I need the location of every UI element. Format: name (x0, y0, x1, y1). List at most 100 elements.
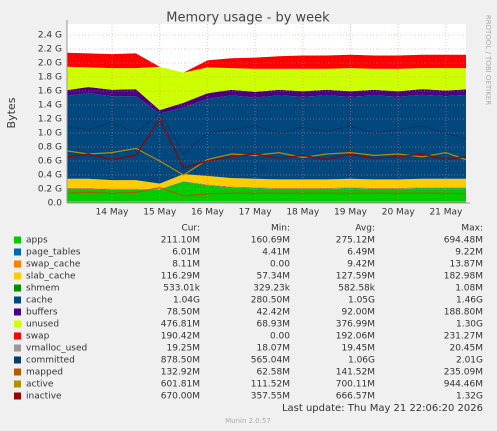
area (67, 66, 466, 111)
legend-stat: 78.50M (166, 308, 200, 318)
x-tick-label: 19 May (334, 208, 368, 218)
legend-label: vmalloc_used (26, 344, 87, 354)
legend-stat: 141.52M (336, 368, 375, 378)
legend-stat: 565.04M (251, 356, 290, 366)
legend-label: slab_cache (26, 272, 76, 282)
legend-stat: 670.00M (161, 392, 200, 402)
legend-stat: 1.05G (348, 296, 375, 306)
legend-swatch (14, 392, 21, 400)
legend-stat: 6.01M (172, 248, 200, 258)
area (67, 93, 466, 184)
x-tick-label: 20 May (382, 208, 416, 218)
legend-stat: 1.08M (455, 284, 483, 294)
legend-stat: 582.58k (338, 284, 375, 294)
legend-stat: 18.07M (256, 344, 290, 354)
legend-stat: 132.92M (161, 368, 200, 378)
y-tick-label: 1.2 G (38, 115, 62, 125)
y-tick-label: 0.4 G (38, 171, 62, 181)
legend-label: active (26, 380, 54, 390)
y-tick-label: 0.6 G (38, 157, 62, 167)
legend-swatch (14, 284, 21, 292)
legend-stat: 376.99M (336, 320, 375, 330)
legend-stat: 1.04G (173, 296, 200, 306)
overlay: 0.0 0.2 G 0.4 G 0.6 G 0.8 G 1.0 G 1.2 G 1.4 G 1.… (38, 20, 470, 218)
legend-swatch (14, 272, 21, 280)
legend-stat: 0.00 (270, 332, 290, 342)
legend-stat: 944.46M (444, 380, 483, 390)
plot-marks (67, 52, 466, 203)
x-tick-label: 15 May (143, 208, 177, 218)
last-update: Last update: Thu May 21 22:06:20 2026 (282, 403, 483, 414)
legend-stat: 19.25M (166, 344, 200, 354)
legend-label: mapped (26, 368, 63, 378)
legend-stat: 694.48M (444, 236, 483, 246)
legend-label: committed (26, 356, 75, 366)
legend-label: shmem (26, 284, 59, 294)
legend-stat: 4.41M (262, 248, 290, 258)
y-tick-label: 0.8 G (38, 143, 62, 153)
legend-label: unused (26, 320, 59, 330)
legend-label: cache (26, 296, 53, 306)
legend-label: page_tables (26, 248, 81, 258)
legend-stat: 1.30G (456, 320, 483, 330)
x-tick-label: 21 May (429, 208, 463, 218)
legend-stat: 280.50M (251, 296, 290, 306)
legend-stat: 0.00 (270, 260, 290, 270)
legend-swatch (14, 380, 21, 388)
legend-swatch (14, 368, 21, 376)
legend-label: buffers (26, 308, 58, 318)
area (67, 52, 466, 73)
legend-stat: 275.12M (336, 236, 375, 246)
legend-stat: 116.29M (161, 272, 200, 282)
legend-stat: 190.42M (161, 332, 200, 342)
legend-stat: 357.55M (251, 392, 290, 402)
y-axis-label: Bytes (5, 97, 18, 128)
y-tick-label: 2.2 G (38, 45, 62, 55)
area (67, 174, 466, 190)
y-tick-label: 2.4 G (38, 31, 62, 41)
legend-swatch (14, 320, 21, 328)
column-header: Avg: (355, 224, 375, 234)
legend-label: apps (26, 236, 48, 246)
legend-stat: 6.49M (347, 248, 375, 258)
x-tick-label: 16 May (191, 208, 225, 218)
legend-stat: 878.50M (161, 356, 200, 366)
chart-title: Memory usage - by week (166, 11, 330, 26)
legend-swatch (14, 260, 21, 268)
column-header: Max: (461, 224, 483, 234)
line (67, 111, 466, 155)
y-tick-label: 1.0 G (38, 129, 62, 139)
y-tick-label: 1.8 G (38, 73, 62, 83)
legend-swatch (14, 296, 21, 304)
legend-stat: 111.52M (251, 380, 290, 390)
legend-swatch (14, 308, 21, 316)
legend-label: inactive (26, 392, 62, 402)
legend-label: swap (26, 332, 50, 342)
column-header: Min: (271, 224, 290, 234)
area (67, 181, 466, 190)
legend-stat: 20.45M (449, 344, 483, 354)
line (67, 117, 466, 169)
legend-stat: 57.34M (256, 272, 290, 282)
legend-stat: 42.42M (256, 308, 290, 318)
legend-swatch (14, 344, 21, 352)
legend-swatch (14, 356, 21, 364)
legend-stat: 68.93M (256, 320, 290, 330)
y-tick-label: 0.2 G (38, 185, 62, 195)
legend-stat: 1.32G (456, 392, 483, 402)
y-tick-label: 2.0 G (38, 59, 62, 69)
y-tick-label: 1.6 G (38, 87, 62, 97)
legend-stat: 8.11M (172, 260, 200, 270)
legend-stat: 2.01G (456, 356, 483, 366)
legend-stat: 666.57M (336, 392, 375, 402)
legend-label: swap_cache (26, 260, 81, 270)
legend-stat: 1.06G (348, 356, 375, 366)
line (67, 147, 466, 176)
side-note: RRDTOOL / TOBI OETIKER (484, 15, 492, 105)
legend-swatch (14, 236, 21, 244)
area (67, 182, 466, 203)
legend-swatch (14, 248, 21, 256)
legend-stat: 700.11M (336, 380, 375, 390)
legend-stat: 192.06M (336, 332, 375, 342)
